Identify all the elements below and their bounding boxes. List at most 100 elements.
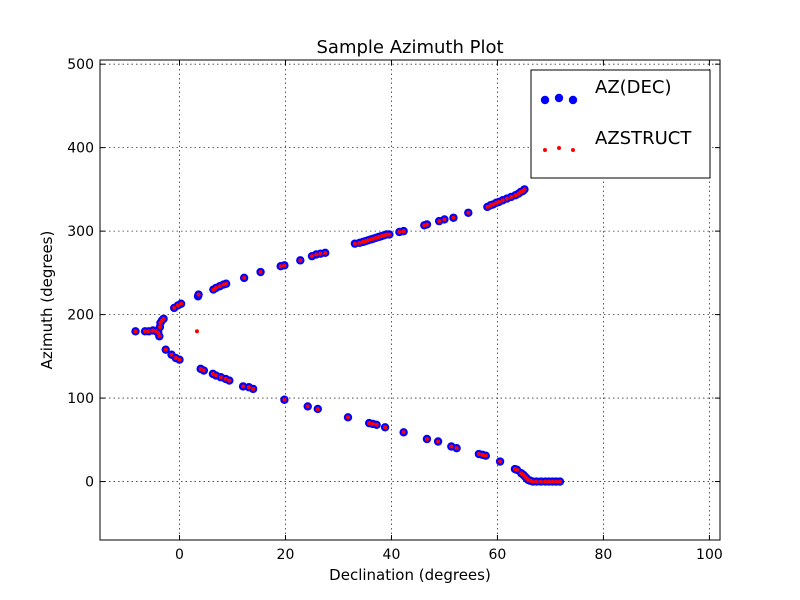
y-tick-label: 300: [67, 224, 94, 240]
azstruct-point: [163, 347, 168, 352]
series-azstruct: [133, 187, 562, 484]
azstruct-point: [305, 404, 310, 409]
azstruct-point: [515, 467, 520, 472]
azstruct-point: [367, 421, 372, 426]
azstruct-point: [217, 284, 222, 289]
azstruct-point: [161, 316, 166, 321]
x-tick-label: 80: [595, 547, 613, 563]
chart-title: Sample Azimuth Plot: [316, 37, 503, 58]
azstruct-point: [451, 215, 456, 220]
azstruct-point: [246, 385, 251, 390]
azstruct-point: [483, 453, 488, 458]
azstruct-point: [242, 275, 247, 280]
azstruct-point: [218, 375, 223, 380]
azstruct-point: [476, 452, 481, 457]
x-tick-label: 40: [383, 547, 401, 563]
azstruct-point: [550, 479, 555, 484]
azstruct-point: [194, 329, 199, 334]
azstruct-point: [318, 251, 323, 256]
azstruct-point: [466, 210, 471, 215]
legend: AZ(DEC) AZSTRUCT: [530, 69, 711, 179]
azstruct-point: [169, 352, 174, 357]
azstruct-point: [383, 425, 388, 430]
azstruct-point: [282, 263, 287, 268]
azstruct-point: [258, 270, 263, 275]
azstruct-point: [370, 421, 375, 426]
y-tick-label: 500: [67, 57, 94, 73]
azstruct-point: [179, 301, 184, 306]
azstruct-point: [530, 479, 535, 484]
azstruct-point: [309, 254, 314, 259]
azstruct-point: [449, 444, 454, 449]
azstruct-point: [522, 187, 527, 192]
azstruct-point: [172, 305, 177, 310]
azstruct-point: [480, 452, 485, 457]
azstruct-point: [352, 241, 357, 246]
azstruct-point: [500, 198, 505, 203]
y-tick-label: 400: [67, 141, 94, 157]
azstruct-point: [437, 219, 442, 224]
azstruct-point: [150, 328, 155, 333]
x-tick-label: 100: [696, 547, 723, 563]
legend-marker: [568, 95, 578, 105]
azstruct-point: [298, 258, 303, 263]
azstruct-point: [513, 193, 518, 198]
x-tick-label: 60: [489, 547, 507, 563]
azstruct-point: [554, 479, 559, 484]
azstruct-point: [282, 397, 287, 402]
azstruct-point: [198, 366, 203, 371]
azstruct-point: [357, 240, 362, 245]
x-tick-label: 20: [277, 547, 295, 563]
azstruct-point: [177, 357, 182, 362]
azstruct-point: [346, 415, 350, 420]
plot-area-frame: [99, 59, 721, 541]
azstruct-point: [223, 376, 228, 381]
azstruct-point: [436, 439, 441, 444]
azstruct-point: [557, 479, 562, 484]
azstruct-point: [196, 292, 201, 297]
legend-marker: [571, 148, 575, 152]
azstruct-point: [241, 384, 246, 389]
azstruct-point: [143, 329, 148, 334]
azstruct-point: [224, 281, 229, 286]
azstruct-point: [146, 329, 151, 334]
azstruct-point: [497, 199, 502, 204]
azstruct-point: [156, 330, 161, 335]
x-tick-label: 0: [175, 547, 184, 563]
legend-key-az-dec: [540, 93, 578, 105]
azstruct-point: [278, 264, 283, 269]
legend-label: AZSTRUCT: [595, 128, 692, 149]
azstruct-point: [175, 303, 180, 308]
azstruct-point: [374, 422, 379, 427]
azstruct-point: [387, 232, 392, 237]
legend-key-azstruct: [543, 146, 575, 152]
y-axis-label: Azimuth (degrees): [38, 231, 56, 370]
azstruct-point: [157, 334, 162, 339]
azstruct-point: [397, 229, 402, 234]
series-az-dec: [131, 185, 565, 486]
azstruct-point: [314, 252, 319, 257]
legend-frame: [530, 69, 711, 179]
legend-label: AZ(DEC): [595, 77, 672, 98]
azstruct-point: [509, 194, 514, 199]
y-tick-label: 200: [67, 308, 94, 324]
azstruct-point: [454, 446, 459, 451]
azstruct-point: [214, 285, 219, 290]
azstruct-point: [210, 371, 215, 376]
azstruct-point: [323, 250, 328, 255]
data-points: [131, 185, 565, 486]
azstruct-point: [401, 430, 406, 435]
azstruct-point: [401, 229, 406, 234]
azstruct-point: [485, 204, 490, 209]
azstruct-point: [133, 329, 138, 334]
azstruct-point: [201, 368, 206, 373]
azstruct-point: [227, 378, 232, 383]
legend-marker: [557, 146, 561, 150]
azstruct-point: [424, 222, 429, 227]
azstruct-point: [251, 386, 256, 391]
legend-marker: [554, 93, 564, 103]
azstruct-point: [543, 479, 548, 484]
axis-ticks: 0 20 40 60 80 100 0 100 200 300 400 500: [67, 57, 723, 563]
azstruct-point: [315, 406, 320, 411]
azstruct-point: [442, 217, 447, 222]
